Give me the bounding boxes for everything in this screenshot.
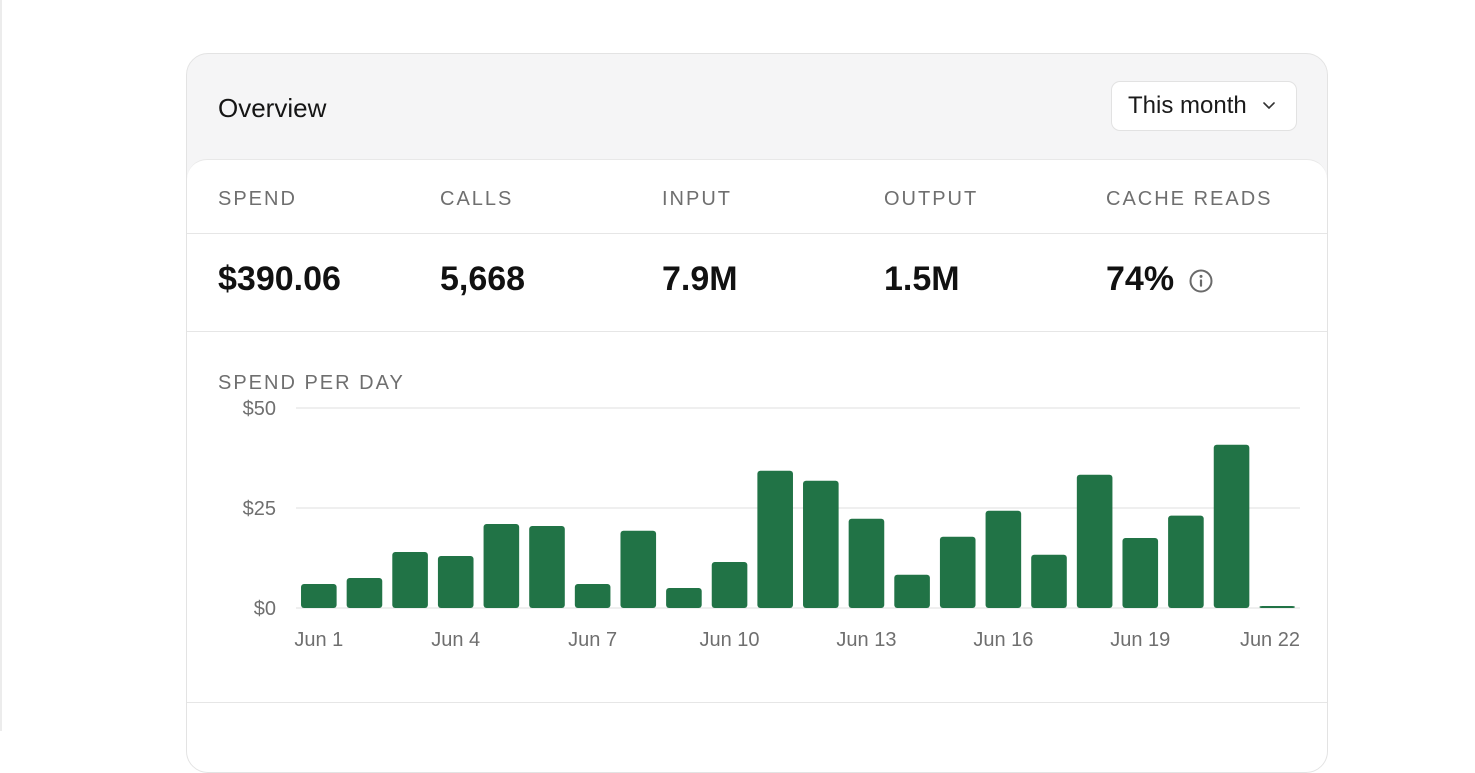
stat-value-cache-reads: 74%	[1106, 260, 1175, 298]
bar[interactable]	[1076, 474, 1113, 608]
card-title: Overview	[218, 93, 327, 123]
x-tick-label: Jun 13	[836, 629, 896, 651]
stat-label-output: OUTPUT	[884, 188, 979, 210]
card-header: Overview This month	[187, 54, 1327, 160]
bar[interactable]	[1259, 606, 1295, 608]
stat-values-row: $390.06 5,668 7.9M 1.5M 74%	[187, 234, 1327, 332]
bar[interactable]	[620, 530, 657, 608]
page-edge	[0, 0, 2, 731]
x-tick-label: Jun 16	[973, 629, 1033, 651]
bar[interactable]	[848, 518, 885, 608]
stat-label-input: INPUT	[662, 188, 732, 210]
stat-value-input: 7.9M	[662, 260, 738, 298]
bar[interactable]	[711, 562, 748, 608]
footer-row	[187, 703, 1327, 763]
bar[interactable]	[757, 470, 793, 608]
bar[interactable]	[803, 480, 839, 608]
bar[interactable]	[1213, 444, 1250, 608]
period-select[interactable]: This month	[1111, 81, 1297, 131]
y-tick-label: $50	[243, 398, 276, 420]
bar[interactable]	[939, 536, 976, 608]
bar-chart: $50 $25 $0 Jun 1 Jun 4 Jun 7 Jun 10 Jun 13 Jun 1…	[243, 398, 1300, 651]
bar[interactable]	[483, 524, 520, 608]
x-tick-label: Jun 4	[431, 629, 480, 651]
bar[interactable]	[1031, 554, 1067, 608]
stat-label-cache-reads: CACHE READS	[1106, 188, 1273, 210]
stat-label-spend: SPEND	[218, 188, 297, 210]
bar[interactable]	[301, 584, 337, 608]
bar[interactable]	[437, 556, 474, 608]
bar[interactable]	[346, 578, 383, 608]
period-select-value: This month	[1128, 92, 1247, 119]
info-circle-icon[interactable]	[1188, 268, 1214, 294]
chevron-down-icon	[1263, 102, 1275, 109]
x-tick-label: Jun 1	[294, 629, 343, 651]
stat-value-output: 1.5M	[884, 260, 960, 298]
bar[interactable]	[666, 588, 702, 608]
spend-per-day-chart: SPEND PER DAY $50 $25 $0 Jun 1 Jun 4 Jun 7 Jun…	[187, 332, 1327, 703]
stat-value-spend: $390.06	[218, 260, 341, 298]
stat-labels-row: SPEND CALLS INPUT OUTPUT CACHE READS	[187, 160, 1327, 234]
overview-body: SPEND CALLS INPUT OUTPUT CACHE READS $39…	[187, 159, 1327, 772]
chart-title: SPEND PER DAY	[218, 372, 405, 394]
bar[interactable]	[529, 526, 565, 608]
bar[interactable]	[392, 552, 428, 608]
bar[interactable]	[985, 510, 1022, 608]
stat-value-calls: 5,668	[440, 260, 526, 298]
x-tick-label: Jun 19	[1110, 629, 1170, 651]
bar[interactable]	[1168, 515, 1204, 608]
bar[interactable]	[894, 574, 930, 608]
overview-card: Overview This month SPEND CALLS INPUT OU…	[186, 53, 1328, 773]
x-tick-label: Jun 22	[1240, 629, 1300, 651]
bar[interactable]	[1122, 538, 1159, 608]
x-tick-label: Jun 7	[568, 629, 617, 651]
y-tick-label: $0	[254, 598, 276, 620]
x-tick-label: Jun 10	[700, 629, 760, 651]
y-tick-label: $25	[243, 498, 276, 520]
bar[interactable]	[574, 584, 611, 608]
stat-label-calls: CALLS	[440, 188, 514, 210]
